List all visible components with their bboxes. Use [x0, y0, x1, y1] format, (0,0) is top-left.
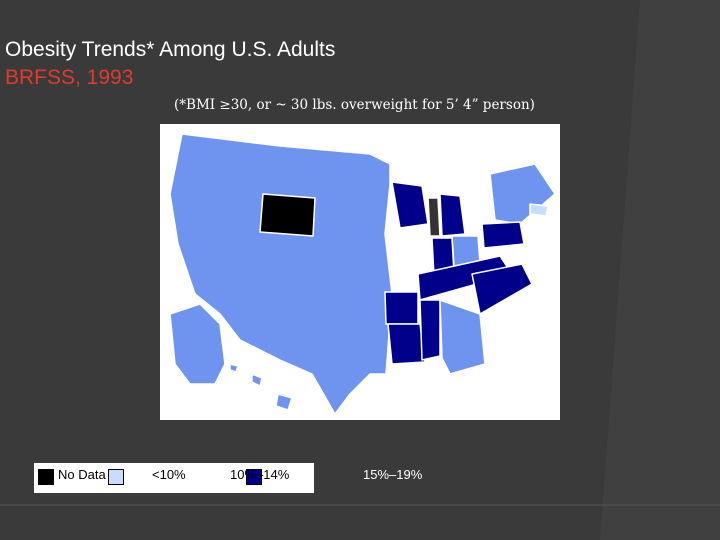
slide-subtitle: BRFSS, 1993: [5, 66, 134, 89]
map-region-illinois-gap: [427, 197, 441, 237]
map-region-wyoming: [259, 193, 316, 237]
legend: No Data <10% 10%–14%: [34, 463, 314, 493]
legend-label-10-14: 10%–14%: [230, 467, 290, 482]
map-region-pennsylvania: [481, 221, 525, 249]
legend-label-15-19: 15%–19%: [363, 467, 423, 482]
legend-swatch-lt10: [108, 469, 124, 485]
legend-swatch-no-data: [38, 469, 54, 485]
map-region-southeast-light: [439, 299, 486, 375]
map-region-alaska: [169, 303, 226, 385]
us-map: [169, 133, 556, 415]
map-region-massachusetts: [529, 203, 549, 217]
map-region-mississippi: [419, 299, 441, 361]
slide-title: Obesity Trends* Among U.S. Adults: [5, 38, 336, 61]
map-region-hawaii: [229, 363, 293, 411]
map-region-arkansas: [384, 291, 419, 325]
map-region-wisconsin: [391, 181, 429, 229]
map-region-west: [169, 133, 393, 415]
map-region-louisiana: [387, 323, 426, 365]
legend-label-no-data: No Data: [58, 467, 106, 482]
bmi-note: (*BMI ≥30, or ~ 30 lbs. overweight for 5…: [174, 97, 535, 113]
map-region-carolinas: [471, 263, 533, 315]
legend-swatch-10-14: [246, 469, 262, 485]
legend-label-lt10: <10%: [152, 467, 186, 482]
map-region-michigan: [439, 193, 466, 237]
